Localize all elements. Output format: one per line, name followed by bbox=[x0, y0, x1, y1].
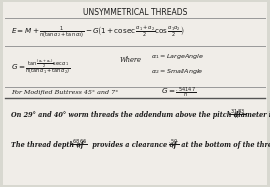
Text: provides a clearance of: provides a clearance of bbox=[90, 141, 179, 149]
Text: $E = M + \frac{1}{n(\tan\alpha_2 + \tan\alpha_3)} - G\!\left(1 + \mathrm{cosec}\: $E = M + \frac{1}{n(\tan\alpha_2 + \tan\… bbox=[11, 24, 184, 39]
Text: UNSYMMETRICAL THREADS: UNSYMMETRICAL THREADS bbox=[83, 8, 187, 17]
FancyBboxPatch shape bbox=[3, 2, 267, 185]
Text: $G = \frac{.54147}{n}$: $G = \frac{.54147}{n}$ bbox=[161, 86, 197, 99]
Text: The thread depth of: The thread depth of bbox=[11, 141, 85, 149]
Text: at the bottom of the thread.: at the bottom of the thread. bbox=[180, 141, 270, 149]
Text: $G = \frac{\tan\frac{(\alpha_1+\alpha_2)}{2}\sec\alpha_1}{n(\tan\alpha_1 + \tan\: $G = \frac{\tan\frac{(\alpha_1+\alpha_2)… bbox=[11, 57, 70, 76]
Text: $\frac{.6866}{n}$: $\frac{.6866}{n}$ bbox=[70, 137, 88, 151]
Text: $\frac{.50}{n}$: $\frac{.50}{n}$ bbox=[168, 137, 179, 151]
Text: For Modified Buttress 45° and 7°: For Modified Buttress 45° and 7° bbox=[11, 90, 118, 95]
Text: Where: Where bbox=[119, 56, 141, 64]
Text: $\alpha_1 = LargeAngle$: $\alpha_1 = LargeAngle$ bbox=[151, 52, 204, 61]
Text: $\frac{.3183}{n}$: $\frac{.3183}{n}$ bbox=[228, 108, 245, 121]
Text: On 29° and 40° worm threads the addendum above the pitch diameter is: On 29° and 40° worm threads the addendum… bbox=[11, 111, 270, 119]
Text: $\alpha_2 = SmallAngle$: $\alpha_2 = SmallAngle$ bbox=[151, 67, 204, 76]
